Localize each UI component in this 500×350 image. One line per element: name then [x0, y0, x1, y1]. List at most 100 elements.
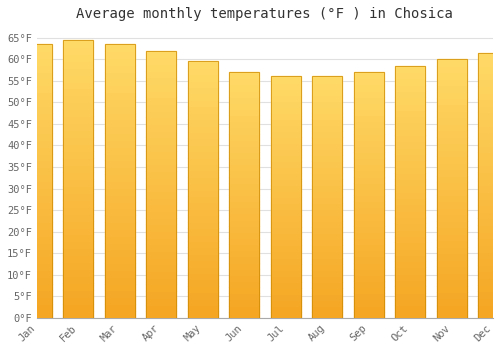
Bar: [436, 195, 466, 202]
Bar: [188, 202, 218, 209]
Bar: [64, 220, 93, 228]
Bar: [270, 83, 300, 89]
Bar: [436, 156, 466, 163]
Bar: [230, 84, 259, 91]
Bar: [312, 191, 342, 197]
Bar: [230, 140, 259, 146]
Bar: [146, 164, 176, 171]
Bar: [478, 252, 500, 258]
Bar: [64, 103, 93, 109]
Bar: [146, 104, 176, 111]
Bar: [270, 76, 300, 318]
Bar: [188, 145, 218, 151]
Bar: [22, 44, 52, 51]
Bar: [188, 196, 218, 202]
Bar: [478, 79, 500, 86]
Bar: [270, 76, 300, 83]
Bar: [395, 66, 425, 72]
Bar: [354, 238, 384, 244]
Bar: [270, 161, 300, 167]
Bar: [146, 304, 176, 311]
Bar: [64, 144, 93, 151]
Bar: [478, 304, 500, 311]
Bar: [436, 79, 466, 85]
Bar: [105, 229, 134, 236]
Bar: [354, 127, 384, 134]
Bar: [312, 89, 342, 94]
Bar: [395, 129, 425, 135]
Bar: [105, 154, 134, 160]
Bar: [188, 80, 218, 87]
Bar: [436, 137, 466, 143]
Bar: [188, 292, 218, 299]
Bar: [478, 152, 500, 159]
Bar: [354, 300, 384, 306]
Bar: [188, 113, 218, 119]
Bar: [230, 115, 259, 121]
Bar: [312, 76, 342, 318]
Bar: [230, 281, 259, 287]
Bar: [312, 228, 342, 233]
Bar: [354, 269, 384, 275]
Bar: [64, 68, 93, 75]
Bar: [312, 312, 342, 318]
Bar: [312, 300, 342, 306]
Bar: [146, 184, 176, 191]
Bar: [22, 229, 52, 236]
Bar: [188, 138, 218, 145]
Bar: [354, 306, 384, 312]
Bar: [105, 167, 134, 174]
Bar: [354, 158, 384, 164]
Bar: [22, 85, 52, 92]
Bar: [22, 133, 52, 140]
Bar: [22, 263, 52, 270]
Bar: [64, 297, 93, 304]
Bar: [146, 244, 176, 251]
Bar: [105, 256, 134, 263]
Bar: [478, 198, 500, 205]
Bar: [105, 92, 134, 99]
Bar: [436, 279, 466, 286]
Bar: [22, 174, 52, 181]
Bar: [312, 83, 342, 89]
Bar: [64, 200, 93, 206]
Bar: [230, 293, 259, 300]
Bar: [22, 181, 52, 188]
Bar: [230, 177, 259, 183]
Bar: [478, 238, 500, 245]
Bar: [395, 305, 425, 312]
Bar: [270, 252, 300, 258]
Bar: [270, 197, 300, 203]
Bar: [478, 185, 500, 192]
Bar: [395, 293, 425, 299]
Bar: [105, 133, 134, 140]
Bar: [146, 91, 176, 97]
Bar: [146, 264, 176, 271]
Bar: [230, 170, 259, 177]
Bar: [230, 300, 259, 306]
Bar: [188, 164, 218, 170]
Bar: [105, 44, 134, 318]
Bar: [436, 234, 466, 240]
Bar: [478, 272, 500, 278]
Bar: [188, 267, 218, 273]
Bar: [395, 141, 425, 148]
Bar: [436, 111, 466, 117]
Bar: [146, 251, 176, 258]
Bar: [436, 59, 466, 66]
Bar: [478, 66, 500, 73]
Bar: [354, 293, 384, 300]
Bar: [64, 214, 93, 220]
Bar: [270, 119, 300, 125]
Bar: [312, 294, 342, 300]
Bar: [395, 104, 425, 110]
Bar: [270, 306, 300, 312]
Bar: [478, 285, 500, 291]
Bar: [478, 232, 500, 238]
Bar: [105, 270, 134, 277]
Bar: [230, 244, 259, 250]
Bar: [188, 61, 218, 68]
Bar: [478, 112, 500, 119]
Bar: [105, 215, 134, 222]
Bar: [230, 238, 259, 244]
